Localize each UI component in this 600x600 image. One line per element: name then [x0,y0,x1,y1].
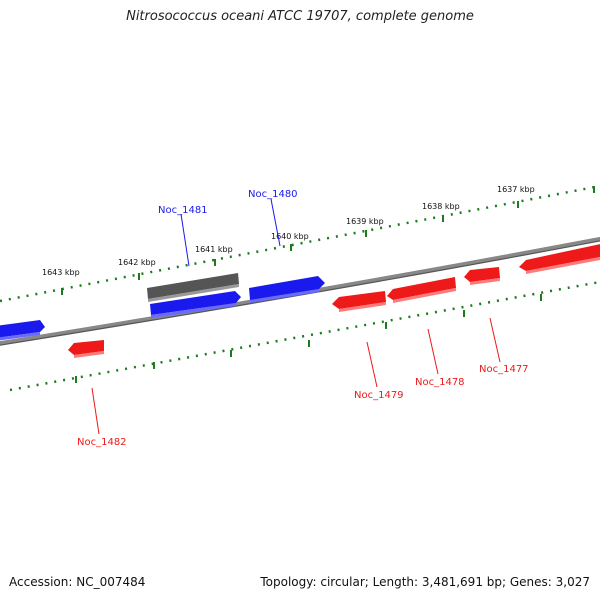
gene-noc-1478[interactable] [387,277,456,303]
gene-noc-1481[interactable] [150,291,241,318]
tick-label-1641: 1641 kbp [195,245,233,254]
gene-noc-1481-shadow [147,273,239,302]
gene-noc-1482[interactable] [68,340,104,358]
gene-arrow-left-edge[interactable] [0,320,45,341]
gene-label-noc-1482[interactable]: Noc_1482 [77,437,127,448]
gene-leader-lines [91,198,501,435]
gene-label-noc-1479[interactable]: Noc_1479 [354,390,404,401]
tick-label-1640: 1640 kbp [271,232,309,241]
major-ticks-lower [75,294,542,383]
gene-arrow-right-edge[interactable] [519,243,600,274]
gene-label-noc-1477[interactable]: Noc_1477 [479,364,529,375]
tick-label-1643: 1643 kbp [42,268,80,277]
tick-label-1639: 1639 kbp [346,217,384,226]
gene-noc-1480[interactable] [249,276,325,303]
gene-label-noc-1480[interactable]: Noc_1480 [248,189,298,200]
genome-summary-text: Topology: circular; Length: 3,481,691 bp… [260,575,590,589]
gene-label-noc-1481[interactable]: Noc_1481 [158,205,208,216]
tick-label-1637: 1637 kbp [497,185,535,194]
major-ticks-upper [61,186,595,295]
tick-track-lower [9,280,600,392]
gene-noc-1477[interactable] [464,267,500,285]
gene-label-noc-1478[interactable]: Noc_1478 [415,377,465,388]
tick-label-1642: 1642 kbp [118,258,156,267]
accession-text: Accession: NC_007484 [9,575,146,589]
gene-noc-1479[interactable] [332,291,386,312]
map-title: Nitrosococcus oceani ATCC 19707, complet… [126,9,474,24]
tick-label-1638: 1638 kbp [422,202,460,211]
